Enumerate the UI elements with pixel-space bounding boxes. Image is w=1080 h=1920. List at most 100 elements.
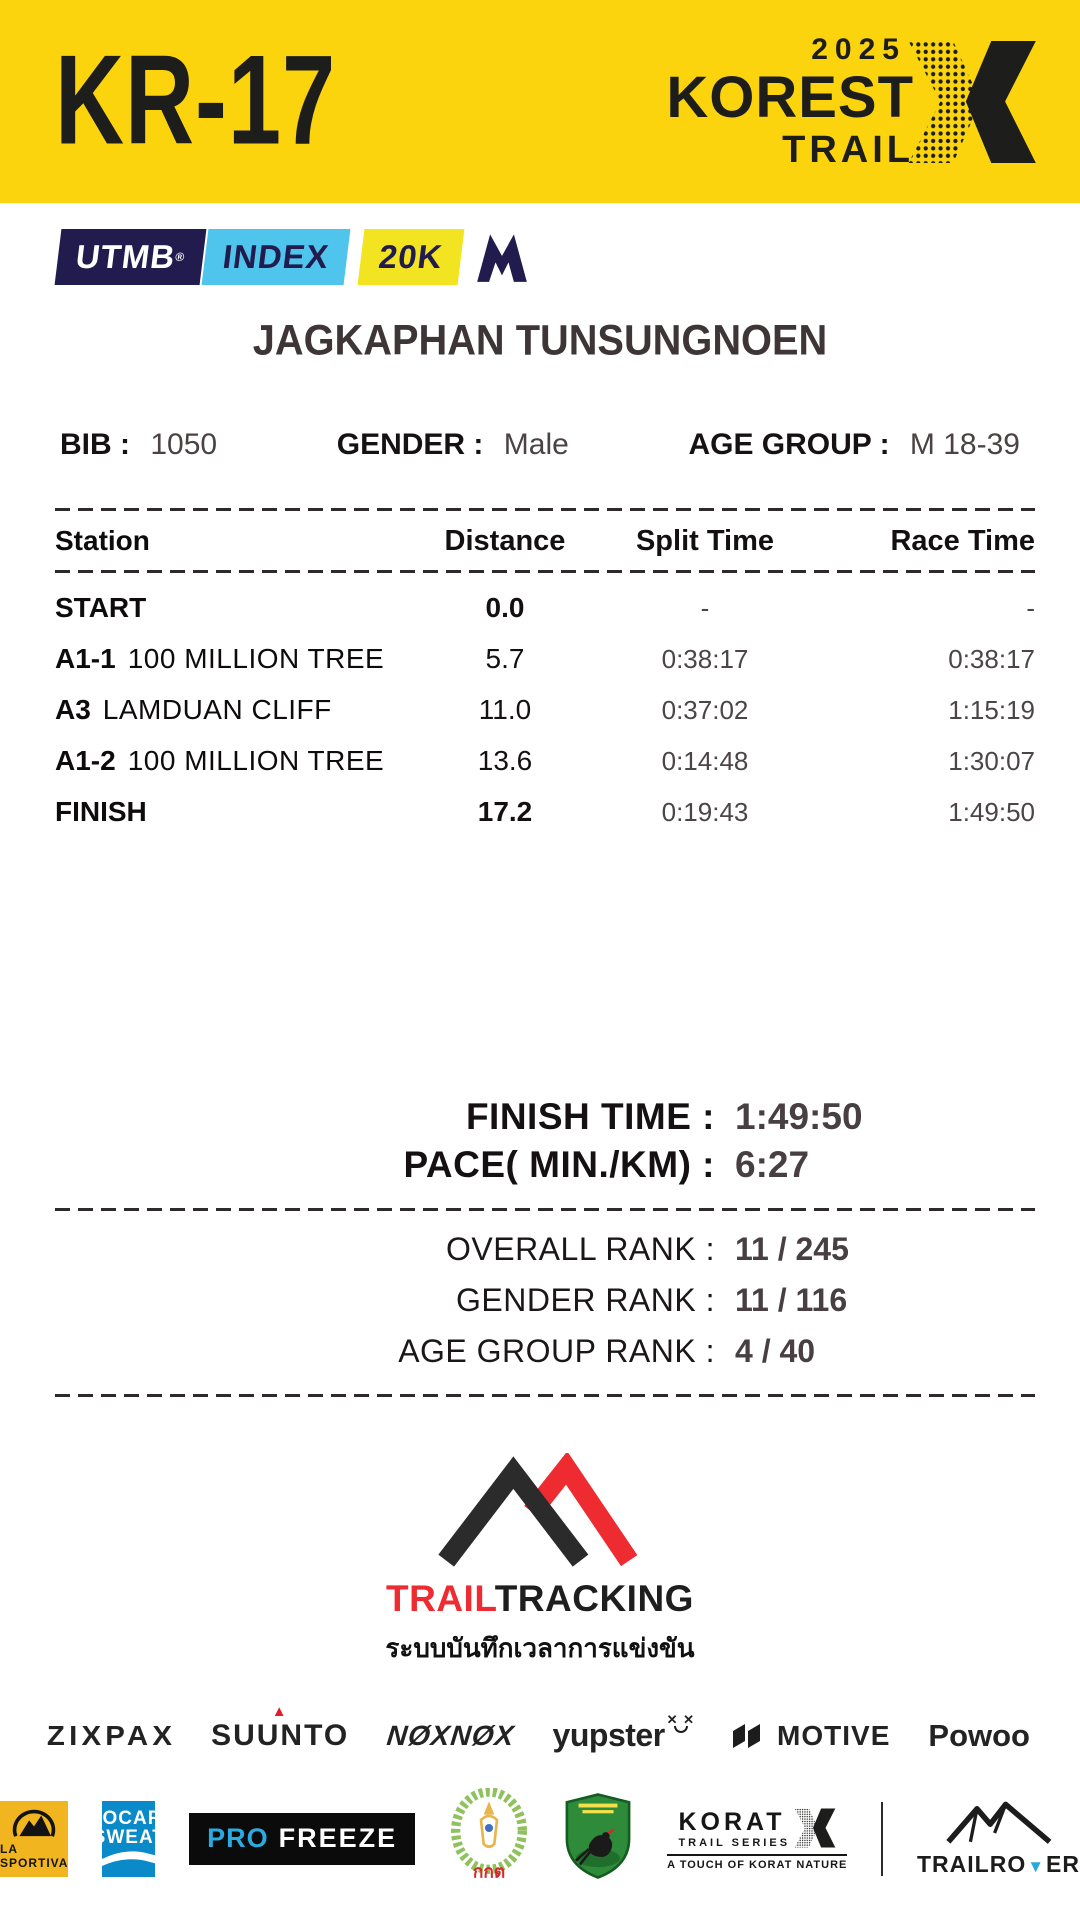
distance-cell: 11.0	[478, 694, 532, 725]
table-row-a1-1: A1-1 100 MILLION TREE 5.7 0:38:17 0:38:17	[55, 643, 1035, 675]
distance-cell: 0.0	[485, 592, 525, 623]
utmb-badge: UTMB ®	[54, 229, 207, 285]
station-code: FINISH	[55, 796, 147, 827]
ranks-section: OVERALL RANK : 11 / 245 GENDER RANK : 11…	[55, 1231, 1025, 1370]
sponsor-row-1: ZIXPAX ▲ SUUNTO NØXNØX yupster ✕ ✕ MOTIV…	[0, 1703, 1080, 1754]
splits-table: Station Distance Split Time Race Time ST…	[55, 508, 1035, 828]
korat-trail-series-logo: KORAT TRAIL SERIES A TOUCH OF KORAT NATU…	[667, 1806, 848, 1871]
race-time-cell: -	[1026, 593, 1035, 623]
age-group-label: AGE GROUP :	[688, 428, 890, 461]
brand-trail: TRAIL	[386, 1578, 495, 1619]
age-group-value: M 18-39	[909, 428, 1020, 461]
station-cell: A1-2 100 MILLION TREE	[55, 745, 425, 777]
race-time-cell: 1:15:19	[948, 695, 1035, 725]
motive-logo: MOTIVE	[733, 1720, 890, 1752]
runner-info-row: BIB : 1050 GENDER : Male AGE GROUP : M 1…	[60, 428, 1020, 462]
bib-label: BIB :	[60, 428, 130, 461]
yupster-smile	[673, 1726, 688, 1733]
race-code: KR-17	[55, 30, 337, 172]
pocari-wave-icon	[102, 1850, 156, 1866]
sponsor-row-2: LA SPORTIVA POCARI SWEAT PRO FREEZE กกต	[0, 1787, 1080, 1889]
station-code: A1-1	[55, 643, 116, 674]
korat-top: KORAT TRAIL SERIES	[667, 1806, 847, 1850]
age-group-group: AGE GROUP : M 18-39	[688, 428, 1020, 462]
utmb-label: UTMB	[73, 238, 178, 275]
yupster-wordmark: yupster	[552, 1717, 666, 1753]
trailrover-logo: TRAILRO ▼ ER	[917, 1800, 1080, 1878]
index-label: INDEX	[220, 238, 332, 275]
korat-rule	[667, 1854, 848, 1856]
split-time-cell: -	[700, 593, 710, 623]
trailtracking-brand: TRAILTRACKING ระบบบันทึกเวลาการแข่งขัน	[0, 1451, 1080, 1669]
yupster-eyes: ✕ ✕	[666, 1712, 696, 1727]
dashed-divider	[55, 1208, 1035, 1211]
col-distance: Distance	[444, 525, 566, 557]
yupster-smiley-icon: ✕ ✕	[666, 1712, 696, 1733]
race-time-cell: 0:38:17	[948, 644, 1035, 674]
la-sportiva-wordmark: LA SPORTIVA	[0, 1842, 69, 1870]
finish-time-row: FINISH TIME : 1:49:50	[55, 1096, 1025, 1138]
korat-x-icon	[794, 1808, 836, 1848]
event-year: 2025	[811, 32, 906, 66]
station-code: A3	[55, 694, 91, 725]
split-time-cell: 0:37:02	[661, 695, 749, 725]
dashed-divider	[55, 1394, 1035, 1397]
la-sportiva-mountain-icon	[12, 1809, 56, 1837]
trailrover-pre: TRAILRO	[917, 1850, 1027, 1877]
korest-logo-text: 2025 KOREST TRAIL	[666, 32, 914, 171]
trailrover-v-icon: ▼	[1027, 1856, 1046, 1876]
finish-time-value: 1:49:50	[735, 1096, 863, 1137]
station-name: 100 MILLION TREE	[127, 745, 385, 776]
gender-rank-value: 11 / 116	[735, 1282, 848, 1318]
pro-freeze-freeze: FREEZE	[278, 1823, 398, 1853]
split-time-cell: 0:14:48	[661, 746, 749, 776]
noxnox-logo: NØXNØX	[385, 1719, 517, 1751]
age-group-rank-row: AGE GROUP RANK : 4 / 40	[55, 1333, 1025, 1370]
station-code: A1-2	[55, 745, 116, 776]
split-time-cell: 0:19:43	[661, 797, 749, 827]
utmb-index-badges: UTMB ® INDEX 20K	[54, 229, 1080, 285]
pace-row: PACE( MIN./KM) : 6:27	[55, 1144, 1025, 1186]
header-banner: KR-17 2025 KOREST TRAIL	[0, 0, 1080, 203]
table-row-finish: FINISH 17.2 0:19:43 1:49:50	[55, 796, 1035, 828]
green-shield-icon	[565, 1793, 631, 1879]
utmb-registered-mark: ®	[174, 250, 187, 264]
dashed-divider	[55, 570, 1035, 573]
station-name: LAMDUAN CLIFF	[102, 694, 332, 725]
overall-rank-value: 11 / 245	[735, 1231, 849, 1267]
trailrover-post: ER	[1046, 1850, 1080, 1877]
gender-rank-row: GENDER RANK : 11 / 116	[55, 1282, 1025, 1319]
pro-freeze-pro: PRO	[207, 1823, 269, 1853]
col-split-time: Split Time	[635, 525, 775, 557]
distance-cell: 5.7	[485, 643, 525, 674]
powoo-logo: Powoo	[928, 1717, 1030, 1753]
station-cell: A1-1 100 MILLION TREE	[55, 643, 425, 675]
col-race-time: Race Time	[890, 525, 1035, 557]
race-time-cell: 1:30:07	[948, 746, 1035, 776]
brand-thai-subtitle: ระบบบันทึกเวลาการแข่งขัน	[385, 1634, 695, 1664]
finish-time-label: FINISH TIME :	[465, 1096, 715, 1137]
korest-trail-logo: 2025 KOREST TRAIL	[666, 32, 1038, 171]
split-time-cell: 0:38:17	[661, 644, 749, 674]
zixpax-logo: ZIXPAX	[46, 1719, 177, 1751]
col-station: Station	[55, 525, 150, 556]
dashed-divider	[55, 508, 1035, 511]
pocari-word-bottom: SWEAT	[102, 1826, 155, 1848]
vertical-divider	[881, 1801, 883, 1876]
age-group-rank-label: AGE GROUP RANK :	[398, 1333, 715, 1369]
brand-tracking: TRACKING	[494, 1578, 694, 1619]
event-subname: TRAIL	[782, 128, 914, 171]
korat-tagline: A TOUCH OF KORAT NATURE	[667, 1859, 848, 1871]
index-badge: INDEX	[201, 229, 351, 285]
wreath-emblem-icon: กกต	[451, 1787, 528, 1882]
pocari-sweat-logo: POCARI SWEAT	[102, 1800, 156, 1877]
table-row-start: START 0.0 - -	[55, 592, 1035, 624]
yupster-logo: yupster ✕ ✕	[552, 1712, 696, 1754]
la-sportiva-logo: LA SPORTIVA	[0, 1800, 69, 1877]
pace-value: 6:27	[735, 1144, 810, 1185]
pace-label: PACE( MIN./KM) :	[403, 1144, 715, 1185]
age-group-rank-value: 4 / 40	[735, 1333, 816, 1369]
station-name: 100 MILLION TREE	[127, 643, 385, 674]
distance-badge: 20K	[357, 229, 465, 285]
